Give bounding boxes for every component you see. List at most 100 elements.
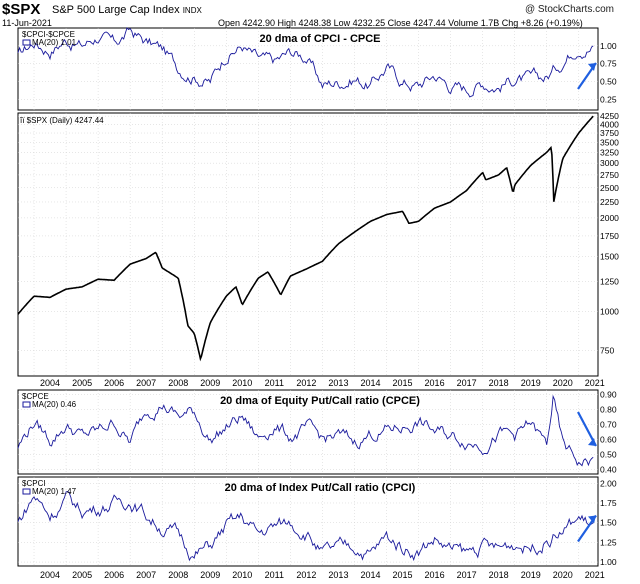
y-tick-label: 2750	[600, 170, 619, 180]
x-axis-bottom: 2004 2005 2006 2007 2008 2009 2010 2011 2012 2013…	[40, 570, 605, 580]
panel-frame	[17, 27, 599, 111]
panel-frame	[17, 389, 599, 475]
x-tick-label: 2010	[232, 570, 252, 580]
y-tick-label: 1.75	[600, 498, 617, 508]
x-tick-label: 2006	[104, 570, 124, 580]
x-tick-label: 2004	[40, 570, 60, 580]
index-name: S&P 500 Large Cap Index INDX	[52, 4, 202, 16]
y-tick-label: 0.90	[600, 390, 617, 400]
legend-ma: MA(20) 1.47	[32, 487, 77, 496]
trend-arrow-head	[588, 63, 596, 71]
x-tick-label: 2013	[328, 378, 348, 388]
x-tick-label: 2015	[393, 570, 413, 580]
y-tick-label: 1.00	[600, 41, 617, 51]
legend-swatch	[22, 488, 31, 495]
y-tick-label: 3250	[600, 147, 619, 157]
x-tick-label: 2020	[553, 378, 573, 388]
exchange-label: INDX	[182, 6, 202, 15]
x-axis-top: 2004 2005 2006 2007 2008 2009 2010 2011 2012 2013…	[40, 378, 605, 388]
y-tick-label: 750	[600, 345, 614, 355]
y-tick-label: 1.50	[600, 518, 617, 528]
y-tick-label: 0.80	[600, 405, 617, 415]
y-tick-label: 0.40	[600, 465, 617, 475]
x-tick-label: 2014	[360, 570, 380, 580]
panel-title: 20 dma of Equity Put/Call ratio (CPCE)	[220, 395, 420, 407]
y-tick-label: 0.75	[600, 59, 617, 69]
y-tick-label: 3500	[600, 137, 619, 147]
x-tick-label: 2021	[585, 378, 605, 388]
panel-title: 20 dma of CPCI - CPCE	[259, 33, 380, 45]
ohlc-summary: Open 4242.90 High 4248.38 Low 4232.25 Cl…	[218, 18, 583, 28]
y-tick-label: 4000	[600, 119, 619, 129]
legend-symbol: $CPCI-$CPCE	[22, 30, 75, 39]
x-tick-label: 2012	[296, 378, 316, 388]
x-tick-label: 2019	[521, 570, 541, 580]
chart-header: $SPX S&P 500 Large Cap Index INDX @ Stoc…	[0, 0, 640, 28]
trend-arrow-head	[588, 515, 596, 524]
y-tick-label: 1.00	[600, 557, 617, 567]
ratio-line	[17, 27, 594, 98]
legend-swatch	[22, 401, 31, 408]
panel-frame	[17, 476, 599, 567]
y-tick-label: 0.50	[600, 450, 617, 460]
y-tick-label: 3000	[600, 158, 619, 168]
trend-arrow-head	[588, 438, 596, 446]
ratio-line	[17, 394, 594, 467]
y-tick-label: 4250	[600, 111, 619, 121]
y-tick-label: 0.60	[600, 435, 617, 445]
legend-symbol: $CPCE	[22, 392, 49, 401]
x-tick-label: 2011	[265, 378, 284, 388]
y-tick-label: 1000	[600, 306, 619, 316]
x-tick-label: 2009	[200, 378, 220, 388]
x-tick-label: 2020	[553, 570, 573, 580]
x-tick-label: 2008	[168, 378, 188, 388]
y-tick-label: 0.25	[600, 94, 617, 104]
x-tick-label: 2008	[168, 570, 188, 580]
x-tick-label: 2013	[328, 570, 348, 580]
x-tick-label: 2012	[296, 570, 316, 580]
x-tick-label: 2016	[425, 570, 445, 580]
y-tick-label: 2250	[600, 197, 619, 207]
x-tick-label: 2018	[489, 378, 509, 388]
x-tick-label: 2011	[265, 570, 284, 580]
y-tick-label: 2000	[600, 213, 619, 223]
y-tick-label: 2500	[600, 183, 619, 193]
x-tick-label: 2010	[232, 378, 252, 388]
x-tick-label: 2005	[72, 378, 92, 388]
y-tick-label: 2.00	[600, 478, 617, 488]
x-tick-label: 2016	[425, 378, 445, 388]
x-tick-label: 2015	[393, 378, 413, 388]
panel-frame	[17, 112, 599, 377]
legend-swatch	[22, 39, 31, 46]
panel-title: 20 dma of Index Put/Call ratio (CPCI)	[225, 482, 416, 494]
x-tick-label: 2009	[200, 570, 220, 580]
y-tick-label: 0.50	[600, 76, 617, 86]
x-tick-label: 2017	[457, 570, 477, 580]
price-line	[17, 115, 594, 362]
y-tick-label: 0.70	[600, 420, 617, 430]
x-tick-label: 2018	[489, 570, 509, 580]
x-tick-label: 2021	[585, 570, 605, 580]
y-tick-label: 1500	[600, 252, 619, 262]
stockcharts-brand[interactable]: @ StockCharts.com	[524, 4, 614, 15]
legend-ma: MA(20) 1.01	[32, 38, 77, 47]
legend-symbol: $CPCI	[22, 479, 46, 488]
ratio-line	[17, 491, 594, 562]
y-tick-label: 3750	[600, 128, 619, 138]
date-label: 11-Jun-2021	[2, 18, 52, 28]
legend-price: îï $SPX (Daily) 4247.44	[19, 116, 104, 125]
x-axes: 2004 2005 2006 2007 2008 2009 2010 2011 2012 2013…	[40, 378, 605, 580]
x-tick-label: 2017	[457, 378, 477, 388]
symbol-label[interactable]: $SPX	[2, 1, 41, 18]
x-tick-label: 2006	[104, 378, 124, 388]
x-tick-label: 2019	[521, 378, 541, 388]
x-tick-label: 2014	[360, 378, 380, 388]
y-tick-label: 1250	[600, 276, 619, 286]
x-tick-label: 2005	[72, 570, 92, 580]
